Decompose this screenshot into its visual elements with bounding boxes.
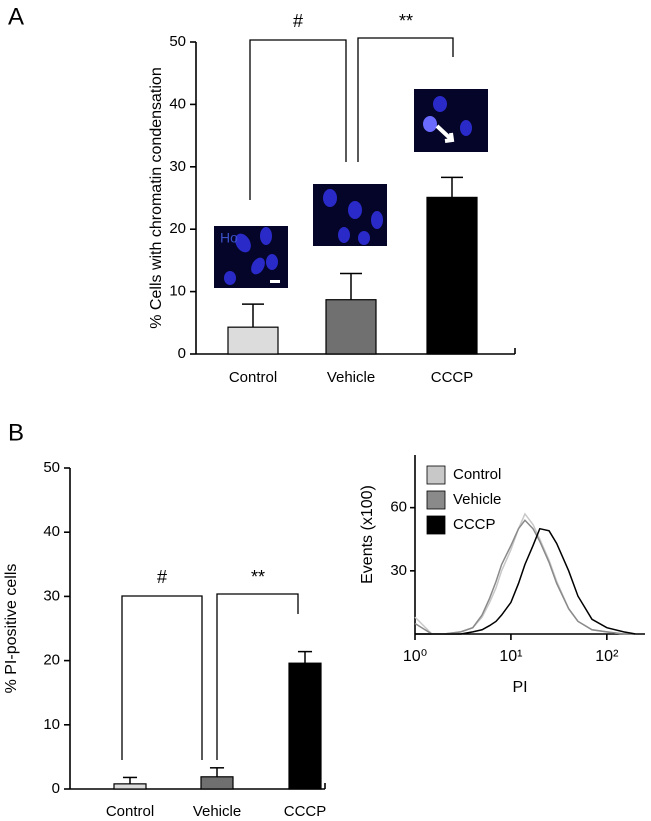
bar bbox=[288, 662, 322, 790]
y-tick-label: 30 bbox=[169, 158, 186, 175]
legend-label: Control bbox=[453, 466, 501, 483]
series-line bbox=[414, 519, 636, 635]
x-tick-label: CCCP bbox=[284, 803, 327, 820]
y-axis-label: % Cells with chromatin condensation bbox=[148, 67, 165, 328]
y-tick-label: 0 bbox=[178, 345, 186, 362]
bracket bbox=[216, 593, 299, 760]
x-tick-label: Control bbox=[106, 803, 154, 820]
y-tick-label: 20 bbox=[169, 220, 186, 237]
bar bbox=[200, 776, 234, 790]
y-tick-label: 30 bbox=[43, 587, 60, 604]
y-tick-label: 30 bbox=[390, 562, 407, 579]
panel-label: B bbox=[8, 419, 24, 446]
y-axis-label: % PI-positive cells bbox=[3, 564, 20, 694]
bracket bbox=[357, 37, 454, 162]
x-tick-label: 10² bbox=[595, 648, 619, 665]
x-tick-label: 10⁰ bbox=[403, 648, 427, 665]
micrograph-control bbox=[214, 226, 288, 288]
legend-swatch bbox=[426, 465, 446, 485]
bar bbox=[426, 196, 478, 355]
legend-label: CCCP bbox=[453, 516, 496, 533]
panel-label: A bbox=[8, 3, 24, 30]
legend-label: Vehicle bbox=[453, 491, 501, 508]
y-tick-label: 40 bbox=[169, 95, 186, 112]
y-tick-label: 50 bbox=[169, 33, 186, 50]
x-tick-label: 10¹ bbox=[499, 648, 522, 665]
y-tick-label: 10 bbox=[169, 283, 186, 300]
x-tick-label: CCCP bbox=[431, 369, 474, 386]
y-tick-label: 20 bbox=[43, 652, 60, 669]
significance-label: ** bbox=[399, 11, 413, 31]
bracket bbox=[249, 39, 347, 200]
series-line bbox=[415, 527, 636, 635]
bar bbox=[325, 299, 377, 355]
y-tick-label: 60 bbox=[390, 499, 407, 516]
micrograph-vehicle bbox=[313, 184, 387, 246]
bar bbox=[113, 783, 147, 790]
x-axis-label: PI bbox=[512, 679, 527, 696]
significance-label: ** bbox=[251, 567, 265, 587]
bar bbox=[227, 326, 279, 355]
x-tick-label: Control bbox=[229, 369, 277, 386]
micrograph-cccp bbox=[414, 89, 488, 152]
inset-label: Ho bbox=[220, 230, 238, 246]
x-tick-label: Vehicle bbox=[193, 803, 241, 820]
y-tick-label: 50 bbox=[43, 459, 60, 476]
y-tick-label: 40 bbox=[43, 523, 60, 540]
legend-swatch bbox=[426, 515, 446, 535]
y-tick-label: 0 bbox=[52, 780, 60, 797]
bracket bbox=[121, 595, 203, 760]
legend-swatch bbox=[426, 490, 446, 510]
significance-label: # bbox=[157, 567, 167, 587]
series-line bbox=[414, 512, 636, 635]
y-axis-label: Events (x100) bbox=[359, 485, 376, 584]
y-tick-label: 10 bbox=[43, 716, 60, 733]
significance-label: # bbox=[293, 11, 303, 31]
x-tick-label: Vehicle bbox=[327, 369, 375, 386]
